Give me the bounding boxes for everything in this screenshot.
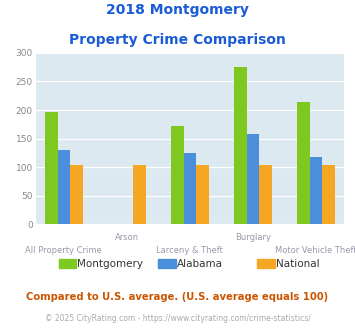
Text: 2018 Montgomery: 2018 Montgomery: [106, 3, 249, 17]
Text: Arson: Arson: [115, 233, 139, 242]
Bar: [196, 165, 209, 224]
Text: Property Crime Comparison: Property Crime Comparison: [69, 33, 286, 47]
Bar: [133, 165, 146, 224]
Text: Montgomery: Montgomery: [77, 259, 143, 269]
Bar: [45, 112, 58, 224]
Text: Burglary: Burglary: [235, 233, 271, 242]
Bar: [259, 165, 272, 224]
Bar: [234, 67, 247, 224]
Text: Larceny & Theft: Larceny & Theft: [157, 246, 223, 255]
Text: National: National: [276, 259, 320, 269]
Bar: [58, 150, 70, 224]
Bar: [70, 165, 83, 224]
Bar: [247, 134, 259, 224]
Text: © 2025 CityRating.com - https://www.cityrating.com/crime-statistics/: © 2025 CityRating.com - https://www.city…: [45, 314, 310, 323]
Bar: [297, 102, 310, 224]
Text: Compared to U.S. average. (U.S. average equals 100): Compared to U.S. average. (U.S. average …: [26, 292, 329, 302]
Text: Motor Vehicle Theft: Motor Vehicle Theft: [275, 246, 355, 255]
Text: Alabama: Alabama: [177, 259, 223, 269]
Bar: [171, 126, 184, 224]
Bar: [310, 157, 322, 224]
Bar: [184, 153, 196, 224]
Bar: [322, 165, 335, 224]
Text: All Property Crime: All Property Crime: [26, 246, 102, 255]
